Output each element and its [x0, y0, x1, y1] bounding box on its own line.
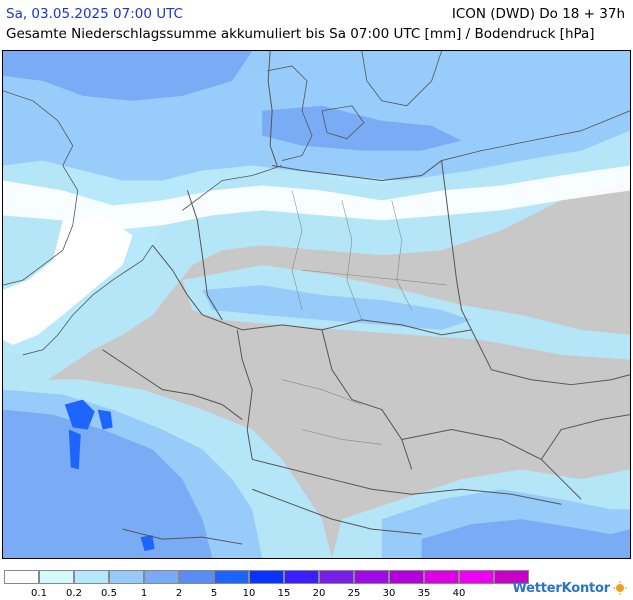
legend-swatch	[319, 570, 354, 584]
legend-tick-label: 25	[347, 588, 361, 599]
precipitation-map	[2, 50, 631, 559]
precip-very-heavy	[64, 399, 155, 552]
legend-swatch	[389, 570, 424, 584]
legend-tick-label: 15	[277, 588, 291, 599]
country-borders	[102, 51, 630, 545]
legend-tick-label: 35	[417, 588, 431, 599]
legend-swatch	[284, 570, 319, 584]
english-channel	[3, 215, 133, 345]
model-run: ICON (DWD) Do 18 + 37h	[451, 6, 625, 22]
sun-logo-icon	[613, 581, 627, 595]
legend-tick-label: 0.5	[101, 588, 117, 599]
wetterkontor-logo: WetterKontor	[512, 578, 627, 598]
legend-swatch	[39, 570, 74, 584]
legend-swatch	[109, 570, 144, 584]
legend-tick-label: 0.2	[66, 588, 82, 599]
legend-swatch	[144, 570, 179, 584]
legend-tick-label: 40	[452, 588, 466, 599]
legend-swatch	[494, 570, 529, 584]
legend-tick-label: 1	[140, 588, 148, 599]
legend-swatch	[354, 570, 389, 584]
channel-clear	[3, 165, 630, 231]
precip-legend: 0.1 0.2 0.5 1 2 5 10 15 20 25 30 35 40	[4, 570, 529, 600]
legend-tick-label: 5	[210, 588, 218, 599]
legend-swatch	[214, 570, 249, 584]
forecast-datetime: Sa, 03.05.2025 07:00 UTC	[6, 6, 183, 22]
coastlines	[3, 51, 630, 356]
map-canvas	[3, 51, 630, 558]
legend-tick-label: 2	[175, 588, 183, 599]
legend-swatch	[74, 570, 109, 584]
legend-tick-label: 10	[242, 588, 256, 599]
legend-tick-label: 0.1	[31, 588, 47, 599]
map-subtitle: Gesamte Niederschlagssumme akkumuliert b…	[6, 26, 595, 42]
legend-swatch	[179, 570, 214, 584]
legend-swatch	[459, 570, 494, 584]
legend-tick-label: 30	[382, 588, 396, 599]
precip-heavy	[3, 51, 630, 558]
logo-text: WetterKontor	[512, 580, 610, 596]
legend-swatch	[424, 570, 459, 584]
header: Sa, 03.05.2025 07:00 UTC ICON (DWD) Do 1…	[0, 0, 633, 48]
legend-tick-label: 20	[312, 588, 326, 599]
legend-swatch	[4, 570, 39, 584]
legend-swatch	[249, 570, 284, 584]
state-borders	[282, 190, 447, 445]
